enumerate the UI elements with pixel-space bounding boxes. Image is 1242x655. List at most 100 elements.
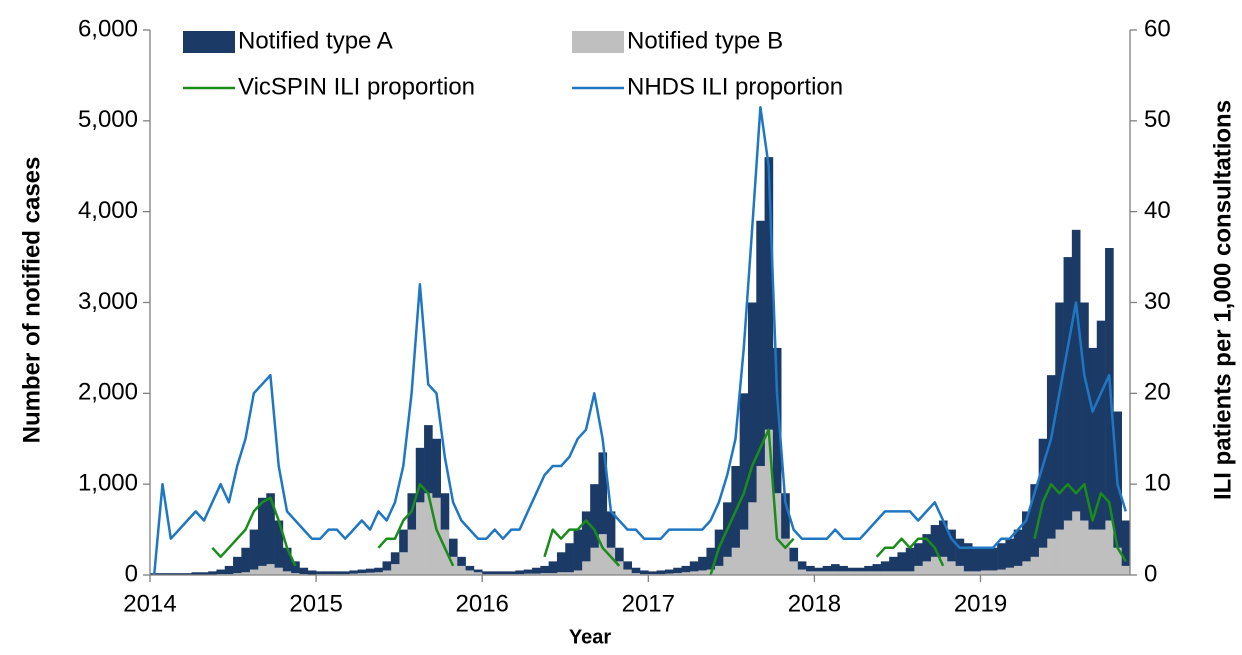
bar [175,573,184,574]
bar [333,571,342,574]
x-tick-label: 2015 [289,590,342,617]
bar [1122,566,1131,575]
bar [1080,521,1089,576]
y-tick-label: 1,000 [78,470,138,497]
bar [449,539,458,557]
legend-swatch [572,31,624,53]
bar [1072,511,1081,575]
bar [889,557,898,572]
bar [565,543,574,572]
bar [806,566,815,571]
bar [657,570,666,574]
bar [250,530,259,570]
bar [324,571,333,574]
bar [640,570,649,574]
bar [947,561,956,575]
bar [158,573,167,574]
bar [956,566,965,575]
bar [765,430,774,575]
y-tick-label: 6,000 [78,15,138,42]
bar [632,568,641,573]
bar [466,566,475,571]
bar [466,570,475,575]
y-tick-label: 2,000 [78,379,138,406]
bar [391,564,400,575]
bar [972,548,981,572]
legend-label: Notified type B [627,27,783,54]
line [154,107,1126,575]
x-tick-label: 2014 [123,590,176,617]
bar [1005,539,1014,568]
bar [1064,521,1073,576]
bar [607,511,616,547]
bar [574,530,583,571]
bar [1047,375,1056,538]
x-axis-title: Year [569,626,611,648]
bar [881,561,890,571]
x-tick-label: 2017 [622,590,675,617]
bar [341,571,350,574]
bar [740,530,749,575]
bar [441,493,450,529]
bar [856,568,865,572]
bar [698,570,707,575]
bar [200,572,209,574]
bar [997,570,1006,575]
bar [208,571,217,574]
bar [690,561,699,571]
bar [383,570,392,575]
bar [756,466,765,575]
bar [997,543,1006,569]
legend-label: VicSPIN ILI proportion [238,73,475,100]
bar [482,571,491,574]
bar [1072,230,1081,512]
bar [698,557,707,571]
bar [383,561,392,570]
bar [740,393,749,529]
bar [682,566,691,572]
bar [258,566,267,575]
bar [814,568,823,572]
bar [1055,530,1064,575]
bar [1039,548,1048,575]
bar [748,502,757,575]
bar [789,548,798,562]
bar [192,572,201,574]
bar [216,570,225,575]
bar [225,566,234,574]
y-axis-title: Number of notified cases [18,157,45,444]
bar [1022,561,1031,575]
bar [457,557,466,566]
bar [416,502,425,575]
bar [1030,557,1039,575]
bar [989,548,998,571]
x-tick-label: 2018 [788,590,841,617]
bar [366,569,375,573]
y2-tick-label: 10 [1144,470,1171,497]
y2-axis-title: ILI patients per 1,000 consultations [1209,100,1236,500]
y2-tick-label: 0 [1144,560,1157,587]
legend-label: NHDS ILI proportion [627,73,843,100]
bar [831,564,840,571]
x-tick-label: 2016 [456,590,509,617]
bar [1014,566,1023,575]
y2-tick-label: 60 [1144,15,1171,42]
bar [864,566,873,571]
bar [1088,348,1097,530]
bar [715,566,724,575]
bar [524,570,533,574]
bar [291,561,300,573]
bar [989,570,998,575]
bar [250,570,259,575]
bar [233,557,242,573]
bar [1047,539,1056,575]
bar [1064,257,1073,520]
bar [1005,568,1014,575]
y-tick-label: 3,000 [78,288,138,315]
bar [499,571,508,574]
y2-tick-label: 50 [1144,106,1171,133]
bar [532,568,541,574]
bar [507,571,516,574]
y2-tick-label: 40 [1144,197,1171,224]
bar [474,570,483,573]
